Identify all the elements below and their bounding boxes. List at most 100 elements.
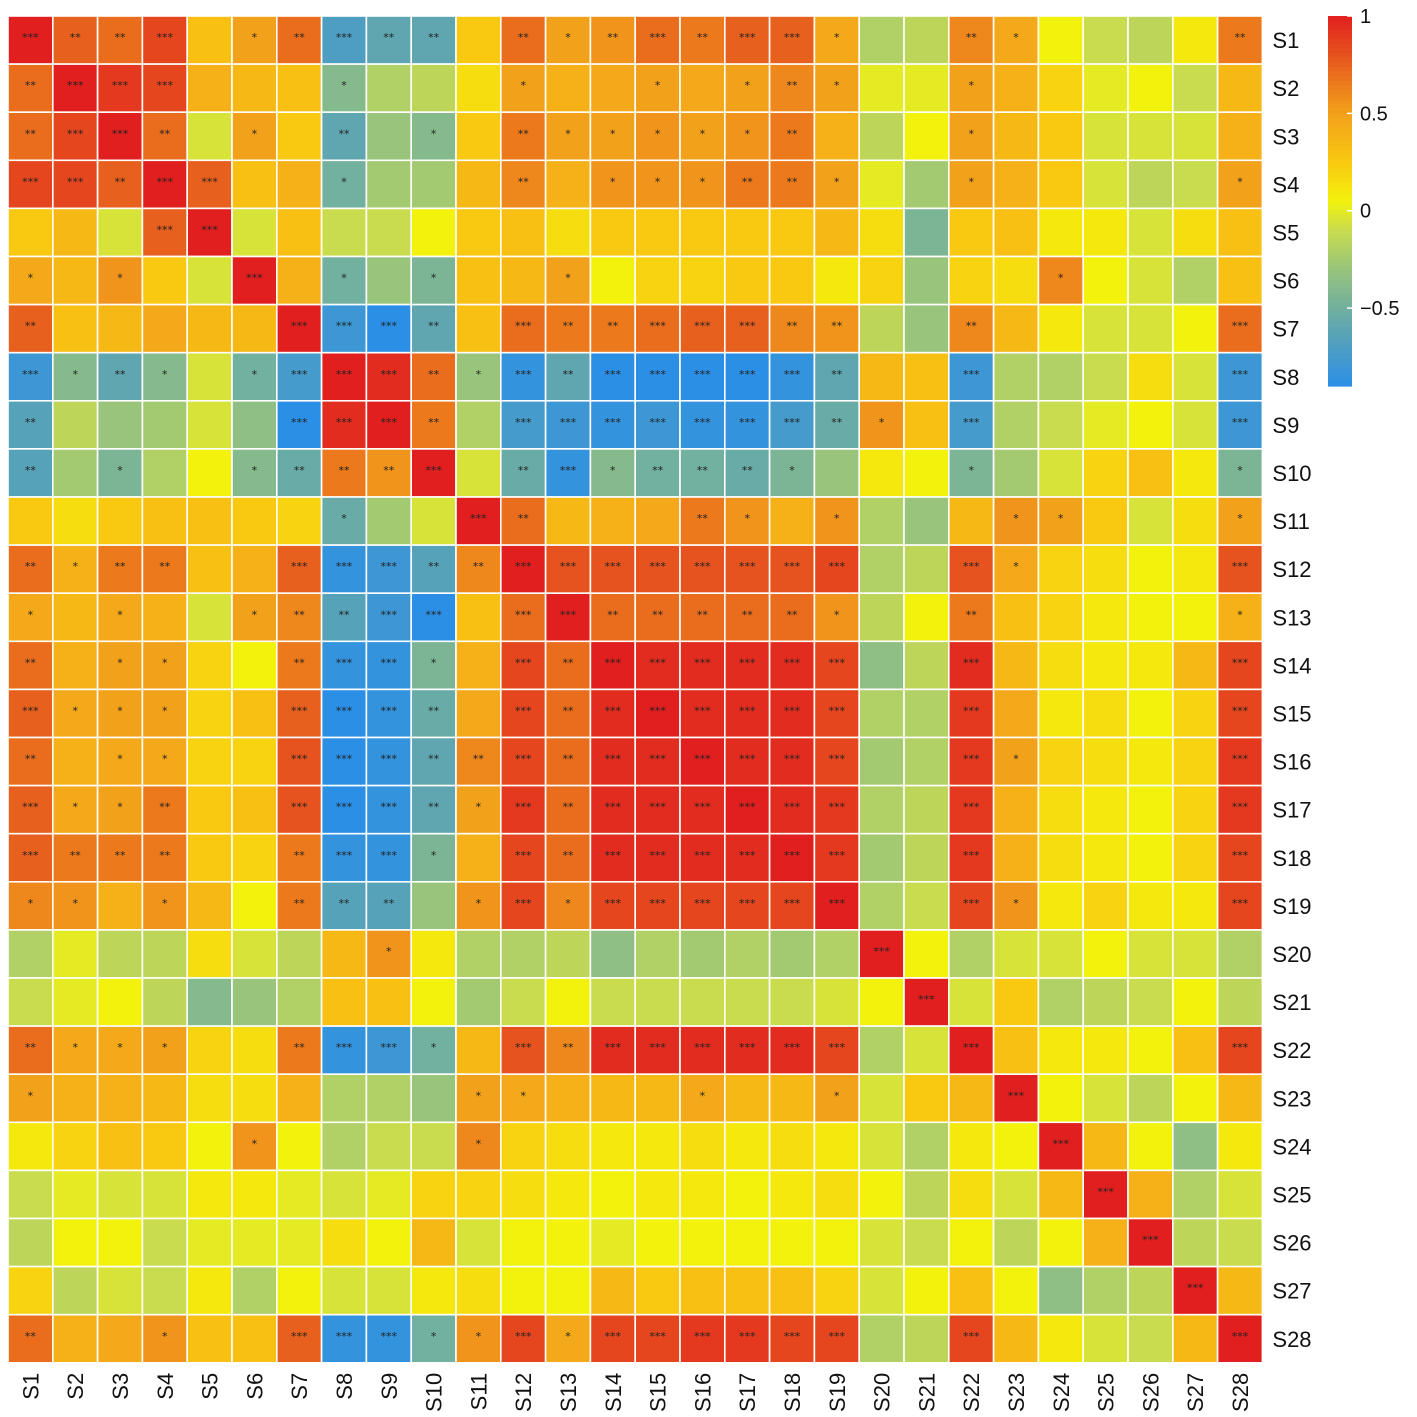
heatmap-cell-S14-S14 <box>589 640 637 691</box>
significance-mark-S1-S8: *** <box>336 31 353 44</box>
heatmap-cell-S7-S3 <box>96 303 144 354</box>
heatmap-cell-S10-S7 <box>275 448 323 498</box>
significance-mark-S1-S2: ** <box>70 31 82 44</box>
colorbar-tick-label: 0 <box>1360 201 1371 223</box>
heatmap-cell-S8-S8 <box>320 351 368 402</box>
heatmap-cell-S28-S7 <box>275 1313 323 1364</box>
significance-mark-S28-S28: *** <box>1232 1330 1249 1343</box>
heatmap-cell-S3-S12 <box>499 111 547 162</box>
heatmap-cell-S5-S24 <box>1037 207 1085 258</box>
heatmap-cell-S28-S17 <box>723 1313 771 1364</box>
significance-mark-S13-S28: * <box>1237 608 1243 621</box>
significance-mark-S14-S19: *** <box>829 656 846 669</box>
significance-mark-S19-S22: *** <box>963 897 980 910</box>
significance-mark-S23-S23: *** <box>1008 1089 1025 1102</box>
heatmap-cell-S7-S25 <box>1082 303 1129 354</box>
heatmap-cell-S18-S24 <box>1037 832 1085 883</box>
significance-mark-S24-S6: * <box>252 1137 258 1150</box>
heatmap-cell-S25-S2 <box>51 1169 99 1220</box>
significance-mark-S19-S4: * <box>162 897 168 910</box>
heatmap-cell-S23-S2 <box>51 1073 99 1124</box>
significance-mark-S6-S13: * <box>565 272 571 285</box>
heatmap-cell-S7-S28 <box>1216 303 1264 354</box>
significance-mark-S23-S19: * <box>834 1089 840 1102</box>
heatmap-cell-S10-S23 <box>992 448 1040 498</box>
heatmap-cell-S22-S13 <box>544 1025 592 1075</box>
heatmap-cell-S2-S16 <box>679 63 726 113</box>
colorbar-segment <box>1328 335 1352 341</box>
significance-mark-S1-S4: *** <box>157 31 174 44</box>
heatmap-cell-S20-S23 <box>992 929 1040 979</box>
heatmap-cell-S19-S8 <box>320 880 368 931</box>
significance-mark-S26-S26: *** <box>1142 1234 1159 1247</box>
heatmap-cell-S17-S13 <box>544 784 592 835</box>
significance-mark-S14-S16: *** <box>694 656 711 669</box>
significance-mark-S13-S13: *** <box>560 608 577 621</box>
significance-mark-S10-S6: * <box>252 464 258 477</box>
significance-mark-S9-S10: ** <box>428 416 440 429</box>
significance-mark-S14-S17: *** <box>739 656 756 669</box>
heatmap-cell-S11-S4 <box>141 496 188 546</box>
significance-mark-S19-S13: * <box>565 897 571 910</box>
significance-mark-S6-S10: * <box>431 272 437 285</box>
heatmap-cell-S16-S18 <box>768 736 816 787</box>
colorbar-segment <box>1328 25 1352 31</box>
significance-mark-S12-S13: *** <box>560 560 577 573</box>
heatmap-cell-S7-S23 <box>992 303 1040 354</box>
heatmap-cell-S22-S24 <box>1037 1025 1085 1075</box>
heatmap-cell-S6-S10 <box>410 255 457 306</box>
column-label-S12: S12 <box>511 1373 536 1412</box>
heatmap-cell-S25-S17 <box>723 1169 771 1220</box>
significance-mark-S22-S17: *** <box>739 1041 756 1054</box>
row-label-S12: S12 <box>1272 557 1311 582</box>
heatmap-cell-S13-S11 <box>455 592 502 643</box>
colorbar-segment <box>1328 247 1352 253</box>
colorbar-strip <box>1328 16 1352 387</box>
significance-mark-S16-S10: ** <box>428 753 440 766</box>
significance-mark-S7-S19: ** <box>831 320 843 333</box>
heatmap-cell-S2-S24 <box>1037 63 1085 113</box>
heatmap-cell-S20-S7 <box>275 929 323 979</box>
heatmap-cell-S25-S20 <box>858 1169 905 1220</box>
heatmap-cell-S28-S10 <box>410 1313 457 1364</box>
heatmap-cell-S16-S22 <box>947 736 995 787</box>
heatmap-cell-S20-S5 <box>186 929 233 979</box>
heatmap-cell-S20-S24 <box>1037 929 1085 979</box>
significance-mark-S7-S17: *** <box>739 320 756 333</box>
significance-mark-S16-S4: * <box>162 753 168 766</box>
heatmap-cell-S6-S17 <box>723 255 771 306</box>
heatmap-cell-S16-S15 <box>634 736 681 787</box>
significance-mark-S1-S19: * <box>834 31 840 44</box>
heatmap-cell-S6-S11 <box>455 255 502 306</box>
heatmap-cell-S13-S26 <box>1127 592 1174 643</box>
row-label-S6: S6 <box>1272 269 1299 294</box>
significance-mark-S14-S15: *** <box>649 656 666 669</box>
heatmap-cell-S21-S23 <box>992 977 1040 1027</box>
significance-mark-S10-S10: *** <box>425 464 442 477</box>
heatmap-cell-S15-S18 <box>768 688 816 739</box>
heatmap-cell-S16-S19 <box>813 736 861 787</box>
colorbar-segment <box>1328 381 1352 387</box>
significance-mark-S13-S22: ** <box>966 608 978 621</box>
heatmap-cell-S2-S6 <box>231 63 278 113</box>
significance-mark-S2-S8: * <box>341 79 347 92</box>
heatmap-cell-S1-S17 <box>723 15 771 65</box>
significance-mark-S4-S17: ** <box>742 175 754 188</box>
colorbar-segment <box>1328 224 1352 230</box>
heatmap-cell-S12-S27 <box>1172 544 1219 594</box>
colorbar-segment <box>1328 270 1352 276</box>
heatmap-cell-S21-S26 <box>1127 977 1174 1027</box>
heatmap-cell-S6-S4 <box>141 255 188 306</box>
heatmap-cell-S19-S20 <box>858 880 905 931</box>
heatmap-cell-S24-S15 <box>634 1121 681 1172</box>
heatmap-cell-S23-S8 <box>320 1073 368 1124</box>
row-label-S2: S2 <box>1272 76 1299 101</box>
significance-mark-S8-S8: *** <box>336 368 353 381</box>
heatmap-cell-S20-S21 <box>903 929 950 979</box>
heatmap-cell-S12-S25 <box>1082 544 1129 594</box>
heatmap-cell-S12-S21 <box>903 544 950 594</box>
significance-mark-S19-S28: *** <box>1232 897 1249 910</box>
significance-mark-S13-S9: *** <box>381 608 398 621</box>
heatmap-cell-S23-S25 <box>1082 1073 1129 1124</box>
colorbar-segment <box>1328 251 1352 258</box>
